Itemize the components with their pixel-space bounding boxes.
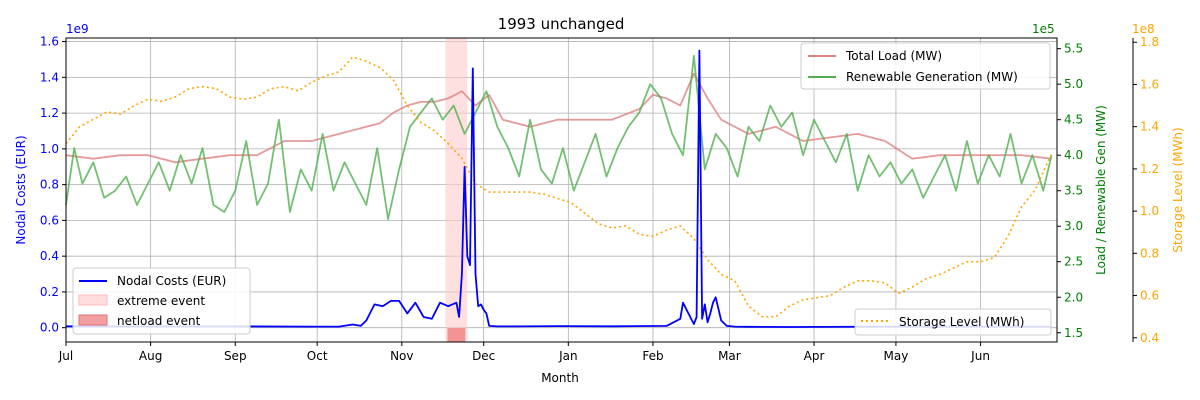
legend-top-right-box bbox=[800, 42, 1051, 90]
right2-tick-label: 1.6 bbox=[1140, 77, 1159, 91]
left-tick-label: 0.2 bbox=[40, 285, 59, 299]
legend-swatch-extreme-event bbox=[78, 294, 108, 306]
x-tick-label: Nov bbox=[390, 349, 413, 363]
netload-event-region bbox=[447, 328, 466, 342]
right1-tick-label: 3.0 bbox=[1064, 219, 1083, 233]
x-tick-label: Jan bbox=[558, 349, 578, 363]
right2-axis-label: Storage Level (MWh) bbox=[1171, 127, 1185, 252]
right2-tick-label: 1.4 bbox=[1140, 120, 1159, 134]
legend-top-right: Total Load (MW) Renewable Generation (MW… bbox=[800, 42, 1051, 90]
right1-tick-label: 5.0 bbox=[1064, 77, 1083, 91]
left-tick-label: 1.2 bbox=[40, 106, 59, 120]
x-tick-label: Apr bbox=[804, 349, 825, 363]
x-tick-label: Dec bbox=[472, 349, 495, 363]
x-axis-label: Month bbox=[541, 371, 579, 385]
right2-tick-label: 0.4 bbox=[1140, 331, 1159, 345]
right2-tick-label: 1.8 bbox=[1140, 35, 1159, 49]
right2-tick-label: 1.0 bbox=[1140, 204, 1159, 218]
right1-tick-label: 3.5 bbox=[1064, 184, 1083, 198]
right1-tick-label: 5.5 bbox=[1064, 42, 1083, 56]
legend-label-total-load: Total Load (MW) bbox=[845, 49, 942, 63]
series-total-load-mw bbox=[65, 72, 1052, 164]
x-tick-label: Jul bbox=[58, 349, 73, 363]
x-tick-label: May bbox=[884, 349, 909, 363]
x-tick-label: Jun bbox=[970, 349, 990, 363]
legend-label-extreme-event: extreme event bbox=[117, 294, 205, 308]
right1-tick-label: 2.0 bbox=[1064, 290, 1083, 304]
legend-bottom-left: Nodal Costs (EUR) extreme event netload … bbox=[72, 267, 251, 335]
left-axis-multiplier: 1e9 bbox=[66, 22, 89, 36]
left-axis: 0.0 0.2 0.4 0.6 0.8 1.0 1.2 1.4 1.6 bbox=[40, 35, 66, 335]
series-renewable-generation-mw bbox=[65, 54, 1053, 221]
legend-label-netload-event: netload event bbox=[117, 314, 201, 328]
right1-axis-label: Load / Renewable Gen (MW) bbox=[1094, 105, 1108, 275]
right1-tick-label: 1.5 bbox=[1064, 326, 1083, 340]
legend-label-nodal-costs: Nodal Costs (EUR) bbox=[117, 274, 226, 288]
left-axis-label: Nodal Costs (EUR) bbox=[14, 135, 28, 244]
x-tick-label: Sep bbox=[224, 349, 247, 363]
series-nodal-costs-eur bbox=[65, 49, 1052, 328]
left-tick-label: 0.0 bbox=[40, 321, 59, 335]
legend-bottom-left-box bbox=[72, 267, 251, 335]
right1-tick-label: 4.5 bbox=[1064, 113, 1083, 127]
left-tick-label: 1.4 bbox=[40, 70, 59, 84]
series-storage-level-mwh bbox=[65, 56, 1053, 318]
legend-bottom-right-box bbox=[854, 308, 1052, 336]
x-axis: Jul Aug Sep Oct Nov Dec Jan Feb Mar Apr May Jun bbox=[58, 342, 990, 363]
left-tick-label: 0.8 bbox=[40, 178, 59, 192]
left-tick-label: 0.6 bbox=[40, 213, 59, 227]
chart-title: 1993 unchanged bbox=[498, 15, 625, 33]
x-tick-label: Mar bbox=[718, 349, 741, 363]
left-tick-label: 0.4 bbox=[40, 249, 59, 263]
x-tick-label: Feb bbox=[642, 349, 663, 363]
plot-frame bbox=[65, 37, 1058, 343]
x-tick-label: Oct bbox=[307, 349, 328, 363]
right2-axis: 0.4 0.6 0.8 1.0 1.2 1.4 1.6 1.8 bbox=[1133, 35, 1159, 345]
right1-axis: 1.5 2.0 2.5 3.0 3.5 4.0 4.5 5.0 5.5 bbox=[1057, 42, 1083, 340]
right1-tick-label: 2.5 bbox=[1064, 255, 1083, 269]
right2-tick-label: 0.6 bbox=[1140, 289, 1159, 303]
right2-tick-label: 1.2 bbox=[1140, 162, 1159, 176]
right1-axis-multiplier: 1e5 bbox=[1032, 22, 1055, 36]
legend-bottom-right: Storage Level (MWh) bbox=[854, 308, 1052, 336]
left-tick-label: 1.6 bbox=[40, 35, 59, 49]
right1-tick-label: 4.0 bbox=[1064, 148, 1083, 162]
x-tick-label: Aug bbox=[139, 349, 162, 363]
left-tick-label: 1.0 bbox=[40, 142, 59, 156]
legend-label-renewable: Renewable Generation (MW) bbox=[846, 70, 1018, 84]
right2-axis-multiplier: 1e8 bbox=[1132, 22, 1155, 36]
legend-swatch-netload-event bbox=[78, 314, 108, 326]
series-layer bbox=[65, 49, 1053, 328]
legend-label-storage-level: Storage Level (MWh) bbox=[899, 315, 1024, 329]
right2-tick-label: 0.8 bbox=[1140, 246, 1159, 260]
